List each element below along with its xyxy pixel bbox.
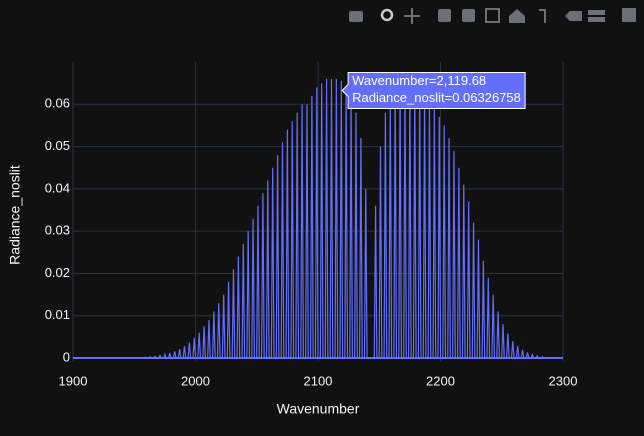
x-tick-label: 2000 <box>181 373 210 388</box>
y-tick-label: 0.02 <box>45 265 70 280</box>
reset-icon[interactable] <box>509 9 525 23</box>
plotly-logo[interactable] <box>622 8 636 22</box>
y-tick-label: 0.04 <box>45 180 70 195</box>
spike-icon[interactable] <box>539 9 546 23</box>
y-tick-label: 0.03 <box>45 223 70 238</box>
zoom-out-icon[interactable] <box>462 9 475 22</box>
hover-compare-icon-2[interactable] <box>588 17 605 22</box>
x-tick-label: 2300 <box>549 373 578 388</box>
y-tick-label: 0.01 <box>45 307 70 322</box>
y-tick-label: 0.06 <box>45 96 70 111</box>
x-axis-title: Wavenumber <box>277 401 360 417</box>
autoscale-icon[interactable] <box>485 8 500 23</box>
x-tick-label: 1900 <box>59 373 88 388</box>
hover-closest-icon[interactable] <box>565 11 582 21</box>
y-tick-label: 0.05 <box>45 138 70 153</box>
hover-label: Wavenumber=2,119.68 Radiance_noslit=0.063… <box>341 71 526 109</box>
hover-text: Radiance_noslit=0.06326758 <box>352 90 521 105</box>
hover-box <box>341 71 526 109</box>
x-tick-label: 2100 <box>304 373 333 388</box>
zoom-icon[interactable] <box>380 8 394 22</box>
camera-icon[interactable] <box>349 11 363 22</box>
zoom-in-icon[interactable] <box>438 9 451 22</box>
modebar <box>349 8 636 24</box>
plot-area: 1900 2000 2100 2200 2300 0 0.01 0.02 0.03 0.04 0.0… <box>45 62 578 388</box>
hover-text: Wavenumber=2,119.68 <box>352 73 486 88</box>
x-tick-label: 2200 <box>426 373 455 388</box>
hover-compare-icon[interactable] <box>588 10 605 15</box>
y-axis-title: Radiance_noslit <box>7 165 23 265</box>
y-tick-label: 0 <box>63 349 70 364</box>
pan-icon[interactable] <box>404 8 420 24</box>
